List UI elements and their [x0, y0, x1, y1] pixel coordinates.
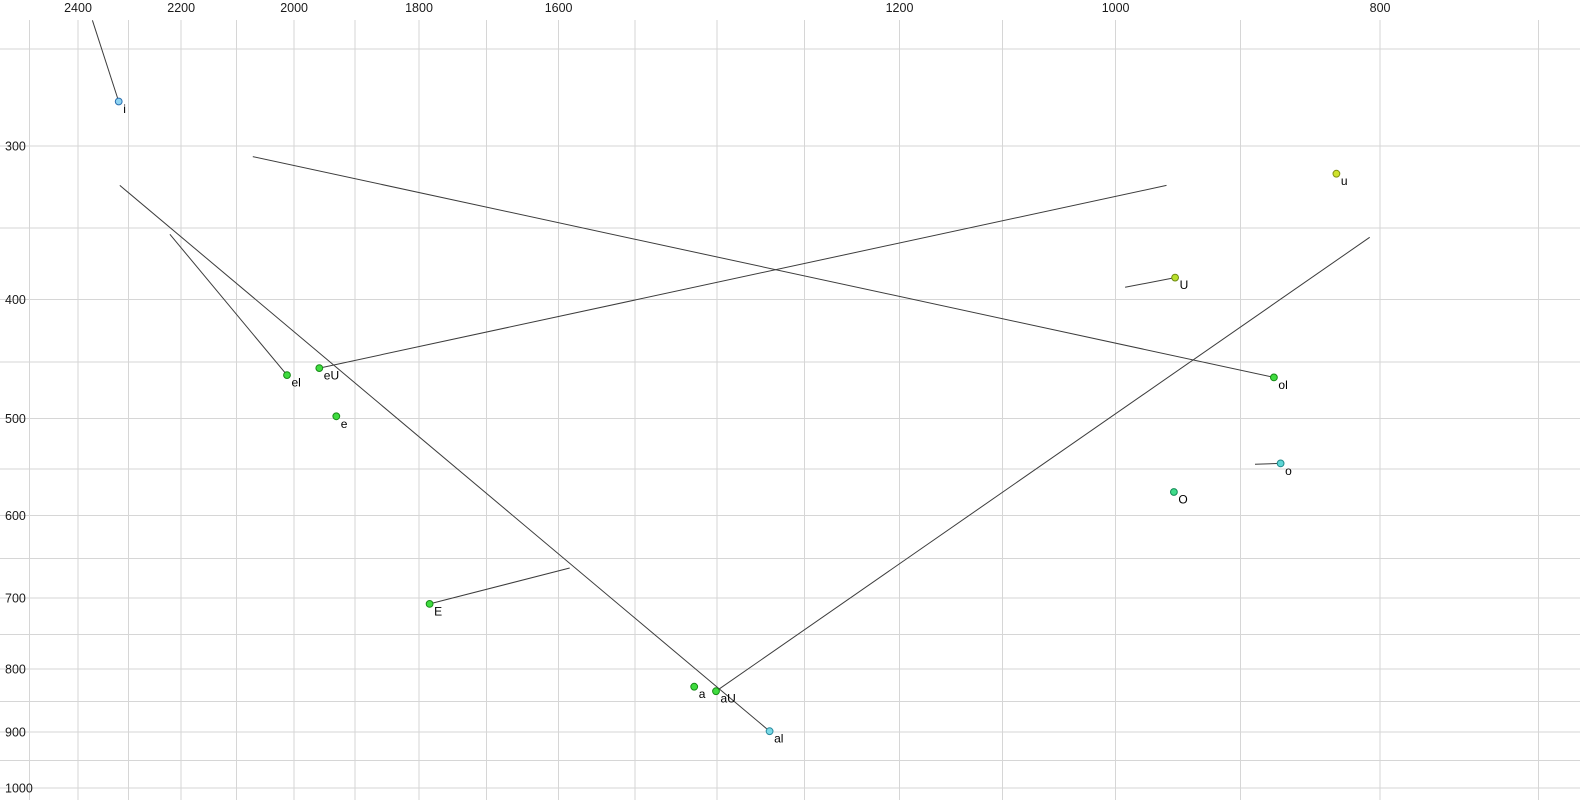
- y-axis-tick-label-500: 500: [5, 412, 26, 426]
- vowel-point-u: [1332, 169, 1341, 178]
- vowel-point-label-u: u: [1341, 174, 1348, 188]
- y-axis-tick-label-700: 700: [5, 591, 26, 605]
- vowel-point-el: [283, 371, 291, 380]
- y-axis-tick-label-300: 300: [5, 140, 26, 154]
- vowel-point-eU: [315, 364, 324, 373]
- vowel-point-label-a: a: [699, 687, 706, 701]
- vowel-point-label-E: E: [434, 604, 442, 618]
- trajectory-al: [119, 185, 770, 732]
- x-axis-tick-label-2400: 2400: [64, 1, 92, 15]
- vowel-point-O: [1170, 488, 1178, 496]
- vowel-point-label-al: al: [774, 732, 783, 746]
- vowel-point-label-aU: aU: [721, 692, 736, 706]
- vowel-point-label-eU: eU: [324, 369, 339, 383]
- vowel-point-e: [332, 412, 341, 421]
- trajectory-el: [169, 233, 288, 376]
- x-axis-tick-label-1000: 1000: [1102, 1, 1130, 15]
- vowel-point-ol: [1270, 373, 1278, 382]
- x-axis-tick-label-1800: 1800: [405, 1, 433, 15]
- vowel-point-o: [1276, 459, 1285, 468]
- x-axis-tick-label-1200: 1200: [886, 1, 914, 15]
- vowel-point-label-U: U: [1180, 278, 1189, 292]
- vowel-point-label-i: i: [123, 102, 126, 116]
- vowel-point-i: [114, 97, 123, 106]
- vowel-point-label-ol: ol: [1278, 378, 1287, 392]
- trajectory-i: [91, 20, 120, 102]
- y-axis-tick-label-1000: 1000: [5, 782, 33, 796]
- trajectory-eU: [319, 184, 1167, 369]
- y-axis-tick-label-400: 400: [5, 293, 26, 307]
- trajectory-aU: [715, 236, 1370, 692]
- y-axis-tick-label-600: 600: [5, 509, 26, 523]
- x-axis-tick-label-800: 800: [1370, 1, 1391, 15]
- vowel-point-aU: [712, 687, 720, 696]
- trajectory-ol: [252, 156, 1275, 378]
- vowel-point-label-e: e: [341, 417, 348, 431]
- vowel-point-label-o: o: [1285, 464, 1292, 478]
- vowel-point-label-el: el: [292, 376, 301, 390]
- trajectory-E: [429, 567, 570, 605]
- x-axis-tick-label-2000: 2000: [280, 1, 308, 15]
- x-axis-tick-label-1600: 1600: [545, 1, 573, 15]
- vowel-point-al: [765, 727, 774, 736]
- trajectory-U: [1125, 277, 1176, 288]
- vowel-point-a: [690, 682, 699, 691]
- x-axis-tick-label-2200: 2200: [167, 1, 195, 15]
- y-axis-tick-label-900: 900: [5, 725, 26, 739]
- vowel-point-label-O: O: [1178, 493, 1187, 507]
- vowel-point-U: [1171, 273, 1179, 282]
- y-axis-tick-label-800: 800: [5, 663, 26, 677]
- trajectory-o: [1254, 462, 1281, 465]
- vowel-point-E: [425, 600, 434, 608]
